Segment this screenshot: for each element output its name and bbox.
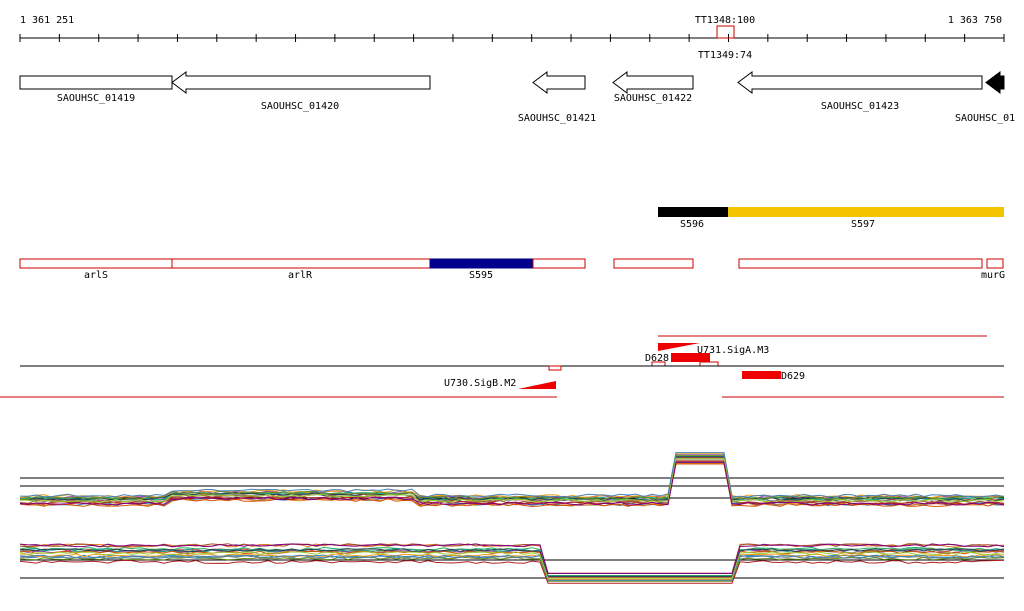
genes [19, 71, 1005, 94]
gene [171, 71, 431, 94]
region [613, 258, 694, 269]
region [171, 258, 431, 269]
ruler-start: 1 361 251 [20, 15, 74, 26]
region [429, 258, 534, 269]
feature-label: D628 [645, 353, 669, 364]
trace [19, 543, 1005, 574]
trace [19, 556, 1005, 582]
trace [19, 551, 1005, 579]
gene [737, 71, 983, 94]
feature-label: U730.SigB.M2 [444, 378, 516, 389]
gene-label: SAOUHSC_01422 [614, 93, 692, 104]
segment-label: S596 [680, 219, 704, 230]
trace [19, 559, 1005, 584]
trace [19, 548, 1005, 577]
gene-label: SAOUHSC_01423 [821, 101, 899, 112]
gene-label: SAOUHSC_01419 [57, 93, 135, 104]
ruler-end: 1 363 750 [948, 15, 1002, 26]
trace [19, 554, 1005, 581]
region-label: murG [981, 270, 1005, 281]
feature [548, 365, 562, 371]
region [738, 258, 983, 269]
trace [19, 546, 1005, 576]
region [986, 258, 1004, 269]
gene-label: SAOUHSC_01420 [261, 101, 339, 112]
gene-label: SAOUHSC_01421 [518, 113, 596, 124]
terminator [716, 25, 735, 39]
region [532, 258, 586, 269]
feature [742, 371, 781, 379]
feature-label: U731.SigA.M3 [697, 345, 769, 356]
ruler [19, 34, 1005, 42]
region [19, 258, 173, 269]
trace [19, 454, 1005, 500]
region-label: arlS [84, 270, 108, 281]
feature [518, 381, 556, 389]
feature-label: D629 [781, 371, 805, 382]
terminator-label: TT1348:100 [695, 15, 755, 26]
trace [19, 452, 1005, 499]
gene [612, 71, 694, 94]
segment [658, 207, 728, 217]
feature [671, 353, 710, 362]
segment [728, 207, 1004, 217]
gene [532, 71, 586, 94]
gene [19, 75, 173, 90]
trace [19, 553, 1005, 580]
region-label: arlR [288, 270, 313, 281]
trace [19, 452, 1005, 498]
feature [699, 361, 719, 367]
segment-label: S597 [851, 219, 875, 230]
expression-traces [19, 452, 1005, 584]
feature [658, 343, 700, 351]
trace [19, 461, 1005, 506]
regions [19, 258, 1004, 269]
trace [19, 454, 1005, 500]
gene [985, 71, 1005, 94]
gene-label: SAOUHSC_01 [955, 113, 1015, 124]
terminator-label: TT1349:74 [698, 50, 752, 61]
region-label: S595 [469, 270, 493, 281]
trace [19, 458, 1005, 503]
